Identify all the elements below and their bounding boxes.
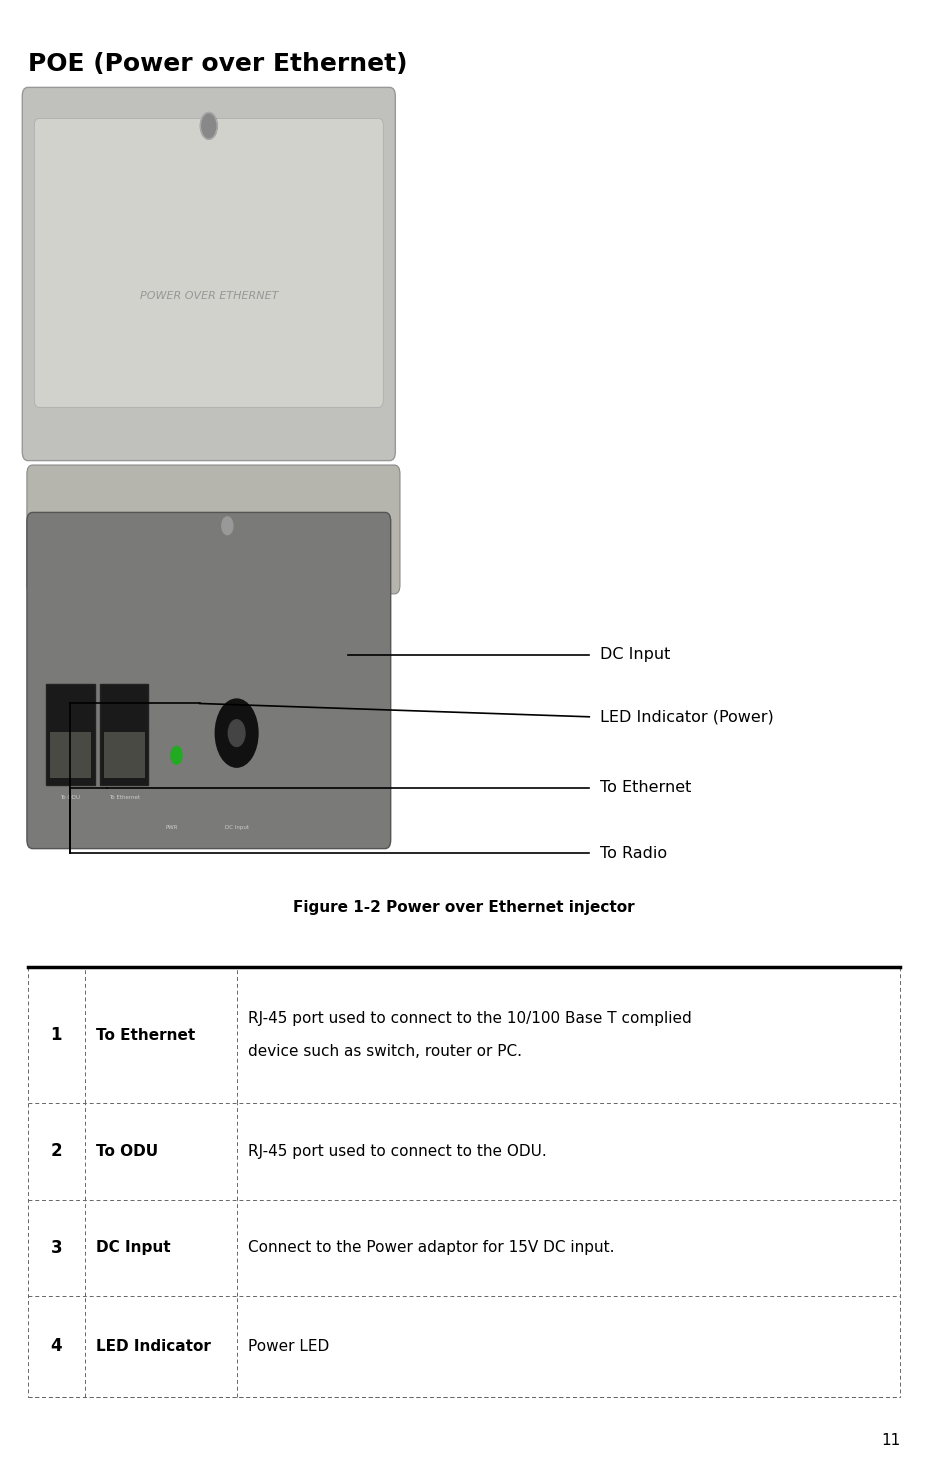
Text: DC Input: DC Input — [224, 825, 248, 829]
Text: Connect to the Power adaptor for 15V DC input.: Connect to the Power adaptor for 15V DC … — [248, 1240, 615, 1256]
Circle shape — [228, 720, 245, 746]
Text: DC Input: DC Input — [95, 1240, 171, 1256]
Circle shape — [215, 699, 258, 767]
Text: To Ethernet: To Ethernet — [95, 1028, 195, 1043]
Text: LED Indicator: LED Indicator — [95, 1339, 210, 1354]
Text: RJ-45 port used to connect to the 10/100 Base T complied: RJ-45 port used to connect to the 10/100… — [248, 1012, 692, 1026]
Circle shape — [200, 113, 217, 139]
Text: RJ-45 port used to connect to the ODU.: RJ-45 port used to connect to the ODU. — [248, 1143, 547, 1160]
FancyBboxPatch shape — [22, 87, 395, 461]
Text: POE (Power over Ethernet): POE (Power over Ethernet) — [28, 52, 407, 76]
Text: Power LED: Power LED — [248, 1339, 329, 1354]
Circle shape — [222, 517, 233, 535]
Text: 1: 1 — [50, 1026, 62, 1044]
Bar — [104, 732, 145, 778]
Text: 4: 4 — [50, 1337, 62, 1355]
Bar — [50, 732, 91, 778]
Text: 3: 3 — [50, 1238, 62, 1257]
Text: 11: 11 — [880, 1434, 899, 1448]
Text: To Ethernet: To Ethernet — [600, 780, 691, 795]
Text: Figure 1-2 Power over Ethernet injector: Figure 1-2 Power over Ethernet injector — [293, 900, 634, 915]
Bar — [100, 684, 148, 785]
Text: device such as switch, router or PC.: device such as switch, router or PC. — [248, 1044, 522, 1059]
FancyBboxPatch shape — [34, 118, 383, 407]
Bar — [46, 684, 95, 785]
FancyBboxPatch shape — [27, 465, 400, 594]
Text: LED Indicator (Power): LED Indicator (Power) — [600, 709, 773, 724]
FancyBboxPatch shape — [27, 512, 390, 849]
Text: To Radio: To Radio — [600, 846, 667, 860]
Text: PWR: PWR — [165, 825, 178, 829]
Text: To Ethernet: To Ethernet — [108, 795, 140, 800]
Text: 2: 2 — [50, 1142, 62, 1161]
Text: To ODU: To ODU — [95, 1143, 158, 1160]
Text: To ODU: To ODU — [60, 795, 81, 800]
Text: POWER OVER ETHERNET: POWER OVER ETHERNET — [139, 292, 278, 301]
Circle shape — [171, 746, 182, 764]
Text: DC Input: DC Input — [600, 647, 670, 662]
